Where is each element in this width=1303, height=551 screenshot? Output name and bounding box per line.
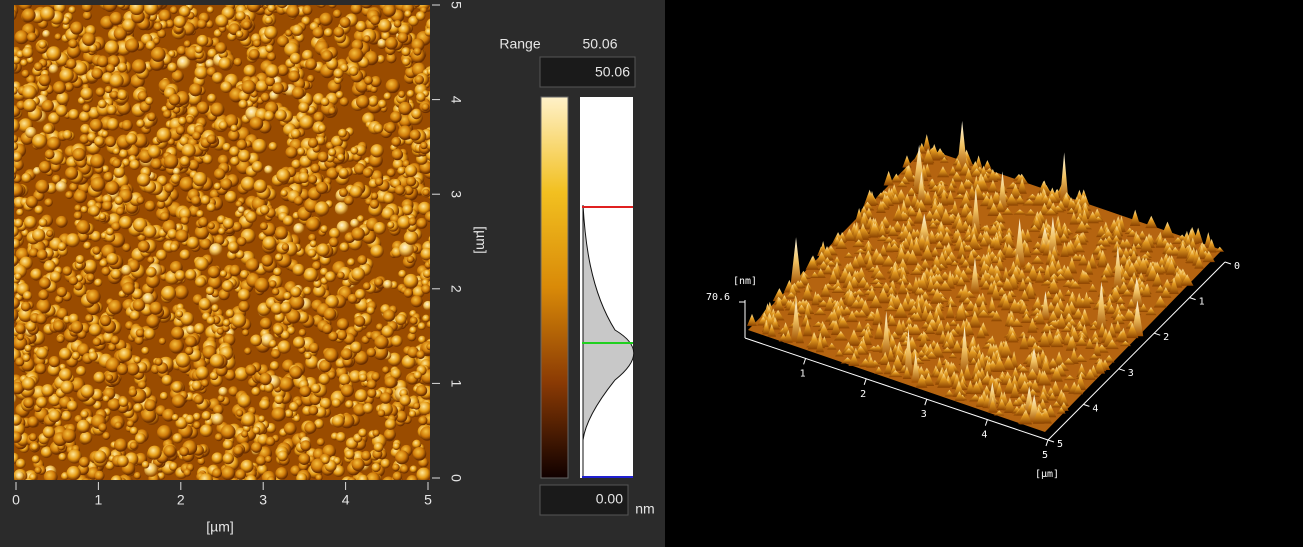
y3-tick-label: 2 <box>1163 332 1169 343</box>
x-tick-label: 5 <box>424 492 432 508</box>
y3-tick-label: 5 <box>1057 439 1063 450</box>
y-axis-label: [µm] <box>473 226 489 254</box>
x-tick-label: 1 <box>95 492 103 508</box>
y-tick-label: 1 <box>448 380 464 388</box>
range-value: 50.06 <box>582 36 617 52</box>
z-max: 70.6 <box>706 292 730 303</box>
x-tick-label: 0 <box>12 492 20 508</box>
y-tick-label: 5 <box>448 1 464 9</box>
range-label: Range <box>499 36 540 52</box>
afm-image <box>4 0 440 490</box>
color-bar <box>541 97 568 478</box>
x3-tick-label: 1 <box>800 368 806 379</box>
x3-tick-label: 2 <box>860 389 866 400</box>
x-tick-label: 2 <box>177 492 185 508</box>
x3-tick-label: 5 <box>1042 450 1048 461</box>
x-axis-label: [µm] <box>206 519 234 535</box>
y3-tick-label: 4 <box>1092 403 1098 414</box>
y3-tick-label: 3 <box>1128 368 1134 379</box>
min-input-text: 0.00 <box>596 491 623 507</box>
y3-tick-label: 1 <box>1199 297 1205 308</box>
y-tick-label: 0 <box>448 474 464 482</box>
xy-label: [µm] <box>1035 469 1059 480</box>
y-tick-label: 2 <box>448 285 464 293</box>
z-label: [nm] <box>733 276 757 287</box>
x3-tick-label: 4 <box>981 430 987 441</box>
x-tick-label: 4 <box>342 492 350 508</box>
y3-tick-label: 0 <box>1234 261 1240 272</box>
y-tick-label: 3 <box>448 190 464 198</box>
x3-tick-label: 3 <box>921 409 927 420</box>
max-input-text: 50.06 <box>595 64 630 80</box>
x-tick-label: 3 <box>259 492 267 508</box>
y-tick-label: 4 <box>448 96 464 104</box>
unit-label: nm <box>635 501 654 517</box>
